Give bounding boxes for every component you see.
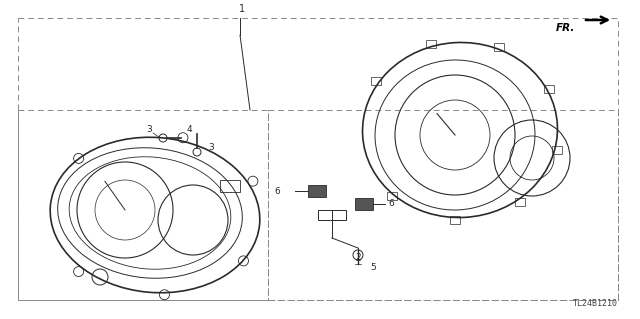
Bar <box>544 85 554 93</box>
Text: 3: 3 <box>146 125 152 135</box>
Bar <box>355 198 373 210</box>
Text: 3: 3 <box>208 144 214 152</box>
Text: 1: 1 <box>239 4 245 14</box>
Text: 6: 6 <box>275 187 280 196</box>
Text: TL24B1210: TL24B1210 <box>573 299 618 308</box>
Bar <box>268 110 618 300</box>
Text: 5: 5 <box>370 263 376 272</box>
Bar <box>18 18 618 300</box>
Bar <box>318 210 346 220</box>
Text: 6: 6 <box>388 199 394 209</box>
Bar <box>426 40 436 48</box>
Bar <box>515 198 525 206</box>
Bar <box>494 43 504 51</box>
Text: 2: 2 <box>355 254 360 263</box>
Bar <box>220 180 240 192</box>
Bar <box>18 110 268 300</box>
Bar <box>450 216 460 224</box>
Bar <box>371 77 381 85</box>
Bar <box>552 146 563 154</box>
Bar <box>387 192 397 200</box>
Text: 4: 4 <box>186 125 192 135</box>
Bar <box>308 185 326 197</box>
Text: FR.: FR. <box>556 23 575 33</box>
